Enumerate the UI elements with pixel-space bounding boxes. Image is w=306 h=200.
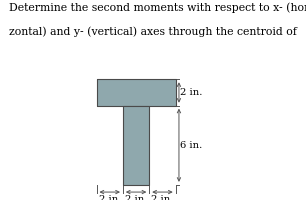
Text: Determine the second moments with respect to x- (hori-: Determine the second moments with respec… <box>9 2 306 13</box>
Text: 2 in.: 2 in. <box>125 195 147 200</box>
Bar <box>149 106 176 185</box>
Bar <box>96 79 176 106</box>
Text: 6 in.: 6 in. <box>180 141 203 150</box>
Text: 2 in.: 2 in. <box>99 195 121 200</box>
Text: 2 in.: 2 in. <box>180 88 203 97</box>
Text: 2 in.: 2 in. <box>151 195 174 200</box>
Bar <box>123 106 149 185</box>
Bar <box>96 106 123 185</box>
Text: zontal) and y- (vertical) axes through the centroid of: zontal) and y- (vertical) axes through t… <box>9 26 297 37</box>
